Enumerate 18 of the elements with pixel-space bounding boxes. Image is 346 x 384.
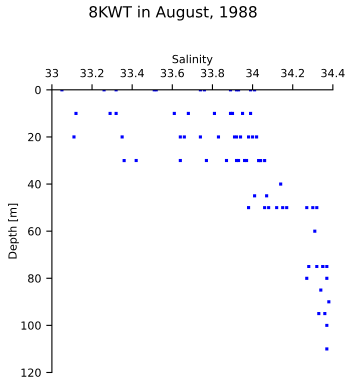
y-tick-label: 60 [28,227,41,236]
chart-title: 8KWT in August, 1988 [89,6,257,21]
x-tick-label: 33.2 [80,68,104,78]
y-tick-label: 0 [35,86,41,94]
y-tick-label: 80 [28,274,41,283]
y-tick-label: 40 [28,180,41,188]
x-tick-label: 33.6 [160,68,184,78]
x-axis-title: Salinity [172,54,213,66]
x-tick-label: 33.8 [200,68,224,78]
x-tick-label: 33.4 [120,68,144,78]
x-tick-label: 33 [46,68,58,78]
y-tick-label: 100 [21,321,41,330]
y-tick-label: 120 [21,368,41,377]
x-tick-label: 34.2 [281,68,304,78]
y-axis-title: Depth [m] [8,204,19,259]
x-tick-label: 34 [246,68,260,78]
y-tick-label: 20 [28,132,41,142]
x-tick-label: 34.4 [321,68,345,78]
